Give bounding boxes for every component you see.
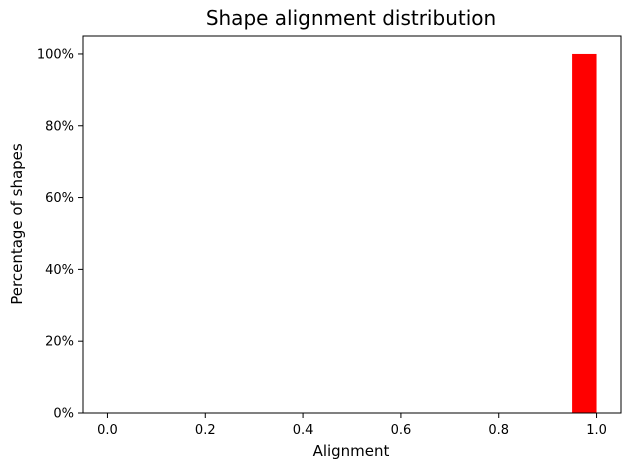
histogram-bar-0 bbox=[572, 53, 597, 413]
y-tick-label-5: 100% bbox=[37, 47, 74, 62]
x-axis-label: Alignment bbox=[313, 442, 390, 460]
bars-layer bbox=[572, 53, 597, 413]
y-tick-label-4: 80% bbox=[45, 119, 74, 134]
x-axis-ticks: 0.0 0.2 0.4 0.6 0.8 1.0 bbox=[97, 413, 607, 438]
x-tick-label-1: 0.2 bbox=[195, 423, 216, 438]
plot-frame bbox=[82, 35, 622, 414]
x-tick-label-2: 0.4 bbox=[293, 423, 314, 438]
x-tick-label-0: 0.0 bbox=[97, 423, 118, 438]
chart-title: Shape alignment distribution bbox=[206, 6, 496, 30]
x-tick-label-5: 1.0 bbox=[586, 423, 607, 438]
y-axis-label: Percentage of shapes bbox=[8, 143, 26, 305]
y-tick-label-1: 20% bbox=[45, 335, 74, 350]
x-tick-label-3: 0.6 bbox=[391, 423, 412, 438]
y-tick-label-3: 60% bbox=[45, 191, 74, 206]
y-axis-ticks: 0% 20% 40% 60% 80% 100% bbox=[37, 47, 83, 422]
x-tick-label-4: 0.8 bbox=[488, 423, 509, 438]
y-tick-label-2: 40% bbox=[45, 263, 74, 278]
y-tick-label-0: 0% bbox=[53, 407, 74, 422]
